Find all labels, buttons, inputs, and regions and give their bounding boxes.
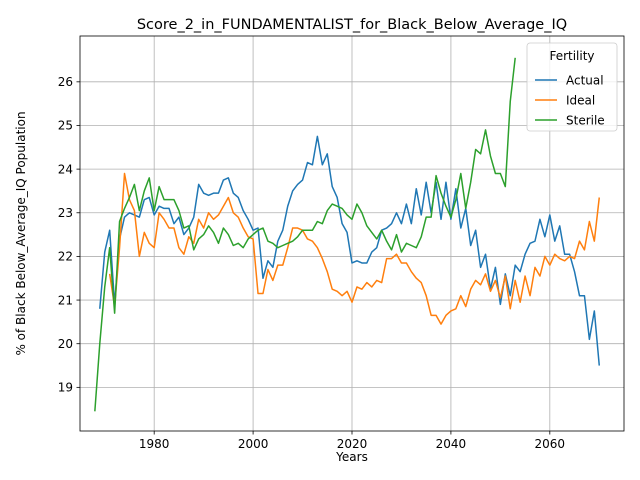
x-axis-label: Years bbox=[335, 450, 368, 464]
ticks: 1980 2000 2020 2040 2060 19 20 21 22 23 24 25 26 bbox=[58, 75, 565, 451]
x-tick-label: 2020 bbox=[337, 437, 368, 451]
y-tick-label: 20 bbox=[58, 337, 73, 351]
chart-title: Score_2_in_FUNDAMENTALIST_for_Black_Belo… bbox=[137, 17, 567, 33]
y-tick-label: 22 bbox=[58, 250, 73, 264]
y-axis-label: % of Black Below_Average_IQ Population bbox=[14, 111, 28, 355]
series-line-actual bbox=[99, 135, 601, 366]
y-tick-label: 25 bbox=[58, 119, 73, 133]
series-line-sterile bbox=[94, 57, 516, 412]
x-tick-label: 2060 bbox=[535, 437, 566, 451]
legend: Fertility Actual Ideal Sterile bbox=[526, 42, 618, 132]
y-tick-label: 19 bbox=[58, 381, 73, 395]
y-tick-label: 23 bbox=[58, 206, 73, 220]
x-tick-label: 1980 bbox=[139, 437, 170, 451]
legend-box bbox=[526, 42, 618, 132]
y-tick-label: 24 bbox=[58, 162, 73, 176]
x-tick-label: 2040 bbox=[436, 437, 467, 451]
series-group bbox=[94, 57, 601, 412]
legend-label-ideal: Ideal bbox=[566, 93, 595, 107]
y-tick-label: 21 bbox=[58, 293, 73, 307]
legend-label-actual: Actual bbox=[566, 73, 604, 87]
legend-title: Fertility bbox=[549, 49, 594, 63]
grid bbox=[80, 36, 624, 431]
legend-label-sterile: Sterile bbox=[566, 113, 605, 127]
y-tick-label: 26 bbox=[58, 75, 73, 89]
x-tick-label: 2000 bbox=[238, 437, 269, 451]
